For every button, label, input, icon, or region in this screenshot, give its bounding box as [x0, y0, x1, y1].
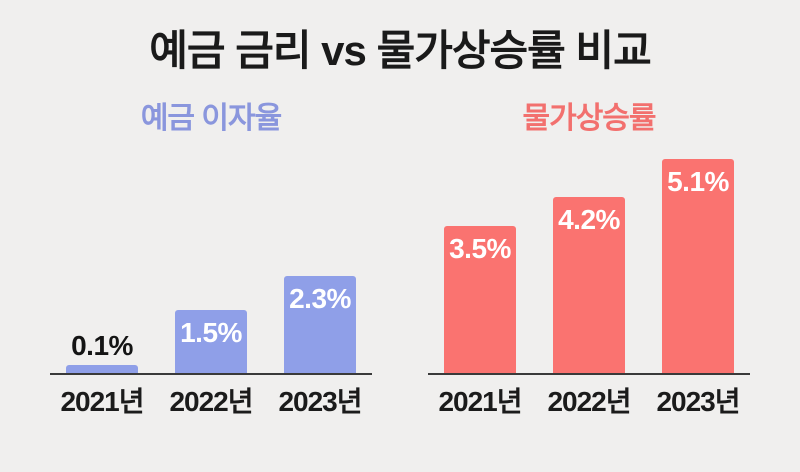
bar-slot: 4.2%: [537, 197, 641, 374]
charts-row: 예금 이자율 0.1% 1.5% 2.3%: [0, 100, 800, 420]
chart-title-inflation: 물가상승률: [522, 102, 657, 136]
x-axis-label: 2023년: [656, 386, 740, 418]
x-axis-inflation: 2021년 2022년 2023년: [428, 380, 750, 420]
bar-value-label: 4.2%: [558, 204, 620, 236]
bar-2021-deposit: 0.1%: [66, 330, 138, 374]
x-axis-label: 2022년: [547, 386, 631, 418]
bar-2022-inflation: 4.2%: [553, 197, 625, 374]
plot-area-inflation: 3.5% 4.2% 5.1%: [428, 138, 750, 376]
bar-value-label: 1.5%: [180, 317, 242, 349]
plot-area-deposit: 0.1% 1.5% 2.3%: [50, 138, 372, 376]
inflation-rate-chart: 물가상승률 3.5% 4.2% 5.1%: [428, 100, 750, 420]
deposit-rate-chart: 예금 이자율 0.1% 1.5% 2.3%: [50, 100, 372, 420]
bar-value-label: 2.3%: [289, 283, 351, 315]
bar-slot: 5.1%: [646, 159, 750, 374]
bar-slot: 2.3%: [268, 276, 372, 374]
x-axis-deposit: 2021년 2022년 2023년: [50, 380, 372, 420]
bar-value-label: 0.1%: [71, 330, 133, 362]
bar-2021-inflation: 3.5%: [444, 226, 516, 374]
bar-slot: 0.1%: [50, 330, 154, 374]
bar-value-label: 5.1%: [667, 166, 729, 198]
infographic-page: 예금 금리 vs 물가상승률 비교 예금 이자율 0.1% 1.5% 2: [0, 26, 800, 472]
bar-2023-deposit: 2.3%: [284, 276, 356, 374]
x-axis-label: 2022년: [169, 386, 253, 418]
bar-slot: 3.5%: [428, 226, 532, 374]
x-axis-label: 2021년: [438, 386, 522, 418]
chart-title-deposit: 예금 이자율: [140, 102, 282, 136]
x-axis-label: 2021년: [60, 386, 144, 418]
bar-2023-inflation: 5.1%: [662, 159, 734, 374]
bar-slot: 1.5%: [159, 310, 263, 374]
page-title: 예금 금리 vs 물가상승률 비교: [149, 27, 651, 74]
x-axis-label: 2023년: [278, 386, 362, 418]
bar-2022-deposit: 1.5%: [175, 310, 247, 374]
bar-value-label: 3.5%: [449, 233, 511, 265]
